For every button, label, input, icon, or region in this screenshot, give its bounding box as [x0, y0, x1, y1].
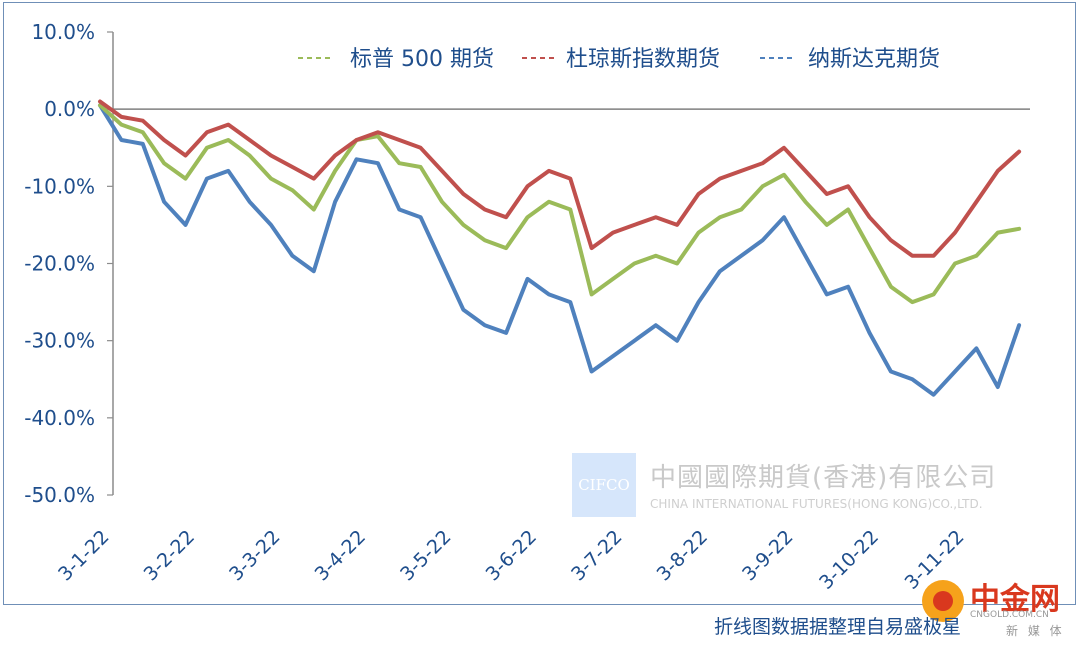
x-tick-label: 3-3-22: [225, 526, 284, 585]
watermark-company-en: CHINA INTERNATIONAL FUTURES(HONG KONG)CO…: [650, 497, 983, 511]
y-tick-label: -30.0%: [24, 329, 95, 353]
x-tick-label: 3-1-22: [54, 526, 113, 585]
x-tick-label: 3-7-22: [567, 526, 626, 585]
y-tick-label: -10.0%: [24, 174, 95, 198]
cngold-name: 中金网: [970, 582, 1060, 617]
legend-label: 标普 500 期货: [350, 47, 494, 72]
series-line-0: [98, 103, 1022, 305]
x-tick-label: 3-9-22: [738, 526, 797, 585]
cngold-coin-icon: [922, 580, 964, 622]
footer-caption: 折线图数据据整理自易盛极星: [714, 616, 962, 638]
legend: 标普 500 期货 杜琼斯指数期货 纳斯达克期货: [298, 47, 940, 72]
y-tick-label: -50.0%: [24, 483, 95, 507]
chart-frame: [3, 2, 1076, 605]
cngold-url: CNGOLD.COM.CN: [970, 610, 1049, 620]
cifco-watermark: CIFCO 中國國際期貨(香港)有限公司 CHINA INTERNATIONAL…: [572, 453, 1042, 517]
cifco-logo: CIFCO: [572, 453, 636, 517]
x-tick-label: 3-10-22: [815, 526, 883, 594]
series-layer: [98, 99, 1022, 397]
x-tick-label: 3-2-22: [140, 526, 199, 585]
cngold-logo: 中金网 CNGOLD.COM.CN 新 媒 体: [920, 572, 1075, 642]
legend-label: 杜琼斯指数期货: [566, 47, 720, 72]
watermark-company-cn: 中國國際期貨(香港)有限公司: [650, 463, 997, 493]
x-tick-label: 3-4-22: [311, 526, 370, 585]
cngold-tagline: 新 媒 体: [1006, 624, 1065, 638]
y-tick-label: -20.0%: [24, 252, 95, 276]
legend-label: 纳斯达克期货: [808, 47, 940, 72]
y-tick-label: -40.0%: [24, 406, 95, 430]
y-tick-label: 0.0%: [44, 97, 95, 121]
y-tick-label: 10.0%: [31, 20, 95, 44]
x-tick-label: 3-6-22: [482, 526, 541, 585]
series-line-1: [98, 99, 1022, 258]
series-line-2: [98, 103, 1022, 397]
x-tick-label: 3-5-22: [396, 526, 455, 585]
x-tick-label: 3-8-22: [653, 526, 712, 585]
